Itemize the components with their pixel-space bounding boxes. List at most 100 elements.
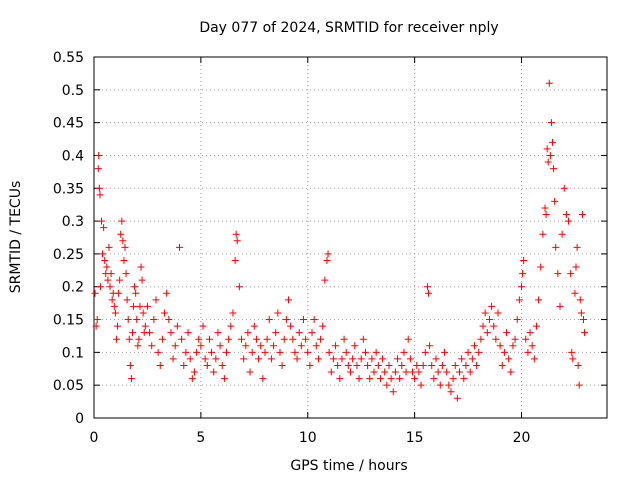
axis-ticks: 0 0.05 0.1 0.15 0.2 0.25 0.3 0.35 0.4 0.45 0.5 0.55… <box>53 50 607 446</box>
data-point <box>138 276 146 284</box>
data-point <box>235 283 243 291</box>
data-point <box>532 322 540 330</box>
data-point <box>95 151 103 159</box>
chart-title: Day 077 of 2024, SRMTID for receiver npl… <box>199 20 498 36</box>
data-point <box>481 309 489 317</box>
data-point <box>97 217 105 225</box>
data-point <box>578 211 586 219</box>
data-point <box>347 368 354 376</box>
data-point <box>325 348 333 356</box>
data-point <box>485 316 493 324</box>
data-point <box>231 256 239 264</box>
data-point <box>289 335 297 343</box>
data-point <box>105 243 113 251</box>
data-point <box>108 296 116 304</box>
data-point <box>370 368 378 376</box>
data-point <box>542 211 550 219</box>
data-point <box>530 355 538 363</box>
data-point <box>324 250 332 258</box>
data-point <box>458 355 466 363</box>
data-point <box>229 309 237 317</box>
data-point <box>99 250 107 258</box>
data-point <box>92 322 100 330</box>
data-point <box>541 204 549 212</box>
data-point <box>96 191 104 199</box>
data-point <box>545 79 553 87</box>
data-point <box>132 289 140 297</box>
data-point <box>126 361 134 369</box>
data-point <box>178 335 186 343</box>
data-point <box>293 355 301 363</box>
data-point <box>338 355 346 363</box>
data-point <box>176 243 183 251</box>
data-point <box>123 296 131 304</box>
data-point <box>319 322 327 330</box>
x-tick-label: 5 <box>196 430 205 446</box>
data-point <box>299 316 307 324</box>
data-point <box>169 355 177 363</box>
data-point <box>146 329 154 337</box>
data-point <box>212 355 220 363</box>
x-axis-label: GPS time / hours <box>290 458 407 474</box>
data-point <box>118 217 126 225</box>
data-point <box>466 368 474 376</box>
data-point <box>528 342 536 350</box>
data-point <box>579 316 587 324</box>
data-point <box>107 270 115 278</box>
data-point <box>280 335 288 343</box>
data-point <box>518 283 525 291</box>
data-point <box>430 375 438 383</box>
data-point <box>451 361 459 369</box>
data-point <box>419 361 427 369</box>
data-point <box>139 309 147 317</box>
data-point <box>436 381 444 389</box>
data-point <box>535 296 543 304</box>
data-point <box>351 342 359 350</box>
data-point <box>567 270 575 278</box>
data-point <box>496 342 504 350</box>
data-point <box>306 361 314 369</box>
data-point <box>408 368 416 376</box>
data-point <box>515 296 523 304</box>
data-point <box>479 322 487 330</box>
data-point <box>148 342 156 350</box>
data-point <box>558 230 566 238</box>
data-point <box>329 355 337 363</box>
data-point <box>353 361 361 369</box>
y-tick-label: 0.55 <box>53 50 84 66</box>
data-point <box>425 289 433 297</box>
data-point <box>398 361 406 369</box>
data-point <box>391 368 399 376</box>
data-point <box>270 342 278 350</box>
data-point <box>334 361 342 369</box>
data-point <box>507 368 515 376</box>
data-point <box>505 355 513 363</box>
data-point <box>552 243 560 251</box>
data-point <box>428 361 436 369</box>
data-point <box>379 355 387 363</box>
plot-frame <box>93 56 608 419</box>
data-point <box>223 348 231 356</box>
data-point <box>101 256 109 264</box>
data-point <box>498 361 506 369</box>
data-point <box>565 217 573 225</box>
data-point <box>385 361 393 369</box>
data-point <box>282 316 290 324</box>
data-point <box>323 256 331 264</box>
data-point <box>376 375 384 383</box>
data-point <box>500 348 508 356</box>
data-point <box>453 394 461 402</box>
data-point <box>115 289 123 297</box>
data-point <box>396 375 404 383</box>
data-point <box>509 342 517 350</box>
data-point <box>477 335 485 343</box>
data-point <box>250 322 258 330</box>
data-point <box>473 361 481 369</box>
data-point <box>494 309 502 317</box>
y-tick-label: 0.15 <box>53 313 84 329</box>
data-point <box>161 309 169 317</box>
data-point <box>577 309 585 317</box>
data-point <box>366 375 374 383</box>
y-tick-label: 0.1 <box>62 345 84 361</box>
data-point <box>361 348 369 356</box>
